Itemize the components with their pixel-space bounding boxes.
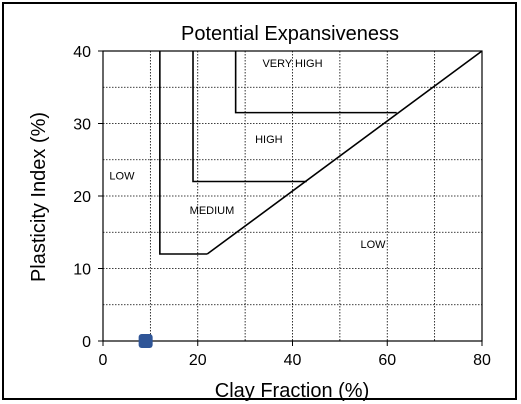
y-tick-label: 10: [73, 262, 91, 279]
region-label: HIGH: [255, 134, 283, 146]
x-axis-title: Clay Fraction (%): [215, 380, 369, 402]
chart-title: Potential Expansiveness: [181, 23, 399, 45]
boundary-lines: [159, 50, 483, 255]
x-tick-label: 60: [378, 352, 396, 369]
region-label: LOW: [361, 239, 387, 251]
boundary-diagonal-line: [206, 50, 483, 255]
y-axis-title: Plasticity Index (%): [28, 112, 50, 282]
data-points: [138, 334, 153, 348]
boundary-low-medium: [159, 51, 208, 255]
y-tick-label: 30: [73, 117, 91, 134]
y-tick-label: 20: [73, 189, 91, 206]
x-axis-ticks: 0 20 40 60 80: [99, 341, 491, 369]
region-label: MEDIUM: [190, 205, 235, 217]
y-axis-ticks: 0 10 20 30 40: [73, 44, 103, 351]
y-tick-label: 0: [82, 334, 91, 351]
x-tick-label: 0: [99, 352, 108, 369]
data-point: [138, 334, 153, 348]
boundary-medium-high: [192, 51, 307, 183]
grid: [103, 51, 482, 341]
boundary-high-very-high: [234, 51, 397, 114]
x-tick-label: 40: [284, 352, 302, 369]
chart-frame: [2, 2, 517, 400]
region-label: VERY HIGH: [262, 58, 322, 70]
x-tick-label: 20: [189, 352, 207, 369]
region-label: LOW: [109, 170, 135, 182]
x-tick-label: 80: [473, 352, 491, 369]
y-tick-label: 40: [73, 44, 91, 61]
region-labels: VERY HIGH HIGH LOW MEDIUM LOW: [109, 58, 386, 251]
